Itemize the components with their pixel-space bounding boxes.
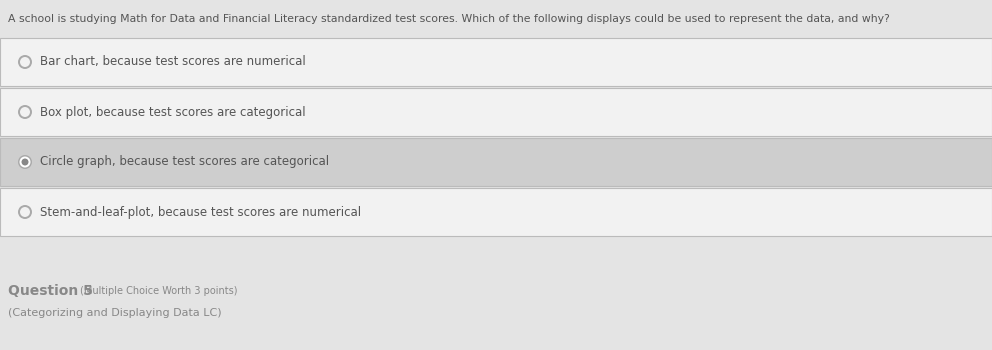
- Text: A school is studying Math for Data and Financial Literacy standardized test scor: A school is studying Math for Data and F…: [8, 14, 890, 24]
- Text: Box plot, because test scores are categorical: Box plot, because test scores are catego…: [40, 105, 306, 119]
- Text: (Categorizing and Displaying Data LC): (Categorizing and Displaying Data LC): [8, 308, 221, 318]
- Text: (Multiple Choice Worth 3 points): (Multiple Choice Worth 3 points): [80, 286, 237, 296]
- Text: Question 5: Question 5: [8, 284, 93, 298]
- Text: Circle graph, because test scores are categorical: Circle graph, because test scores are ca…: [40, 155, 329, 168]
- Text: Stem-and-leaf-plot, because test scores are numerical: Stem-and-leaf-plot, because test scores …: [40, 205, 361, 218]
- Text: Bar chart, because test scores are numerical: Bar chart, because test scores are numer…: [40, 56, 306, 69]
